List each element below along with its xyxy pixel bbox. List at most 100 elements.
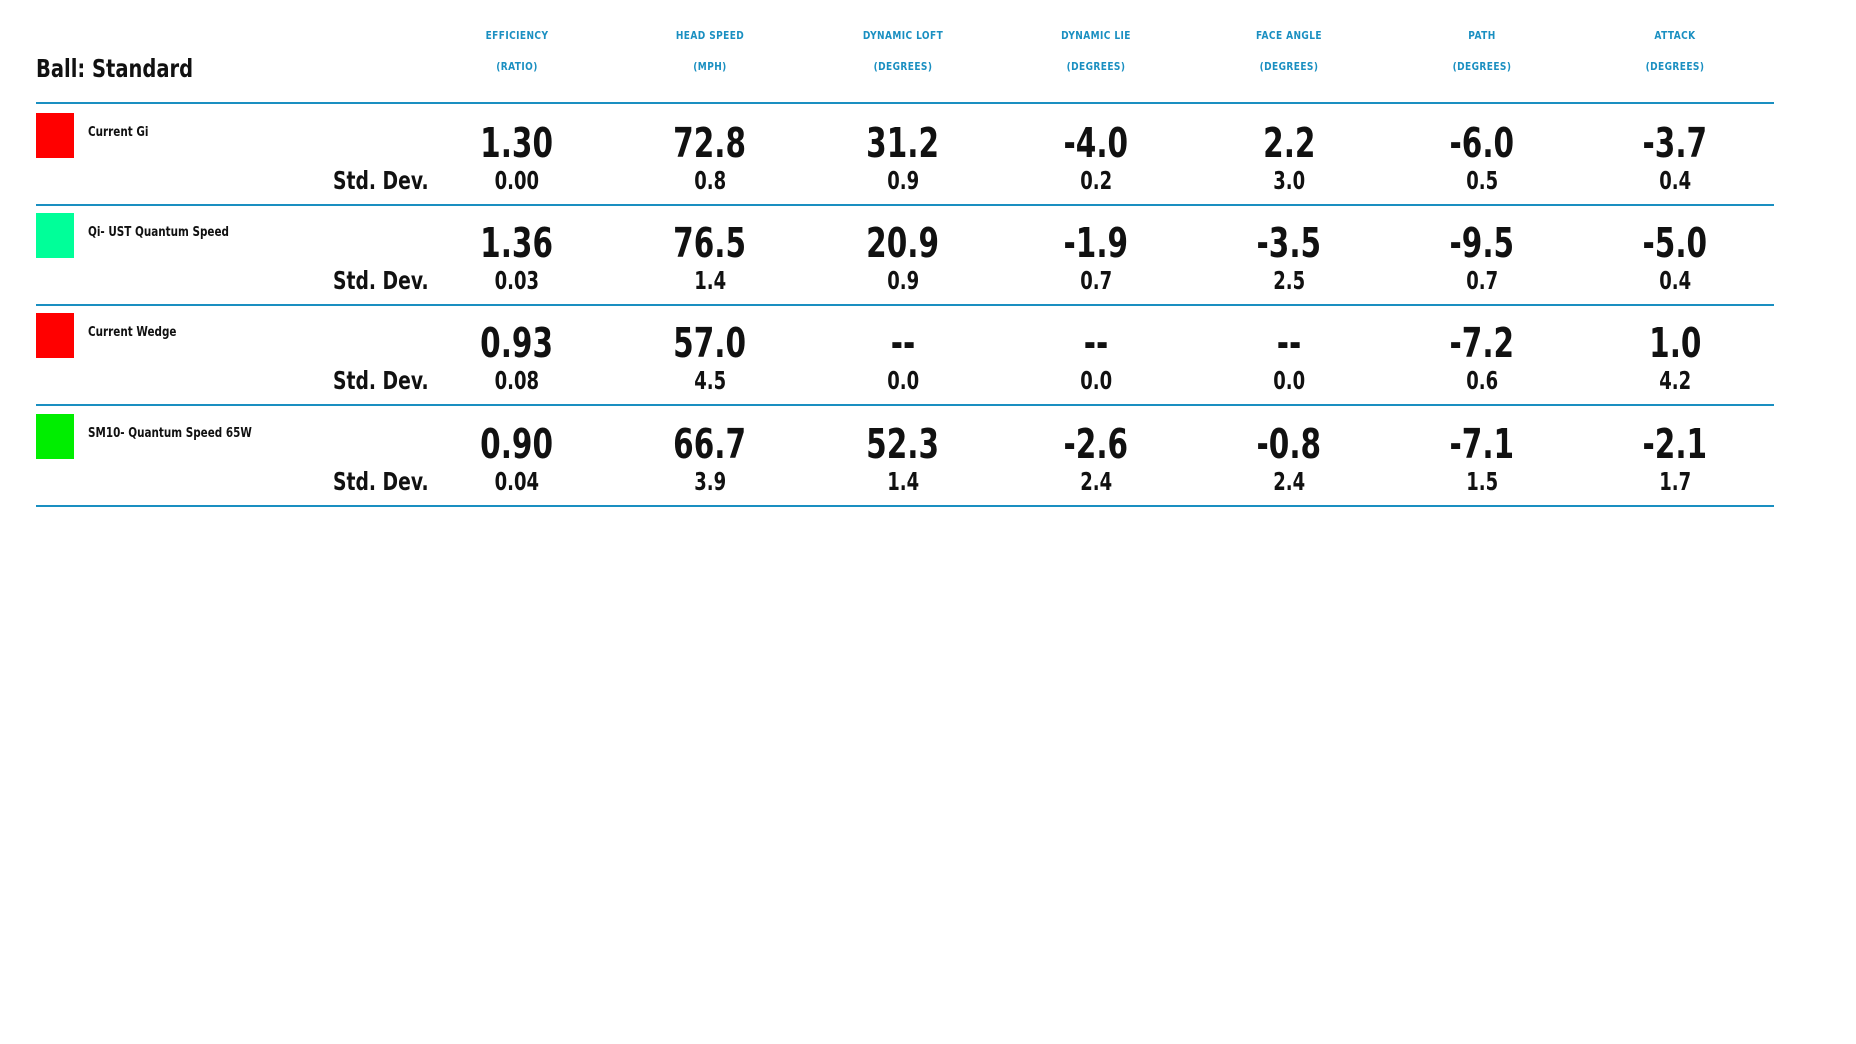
std-dev-value: 0.4 (1600, 266, 1750, 295)
column-header-unit: (DEGREES) (873, 60, 933, 73)
metric-value-text: 20.9 (866, 219, 940, 267)
metric-value-text: -2.6 (1063, 420, 1129, 468)
std-dev-value: 0.04 (442, 467, 592, 496)
metric-value: 76.5 (635, 219, 785, 267)
std-dev-value: 0.7 (1407, 266, 1557, 295)
column-header-unit: (MPH) (693, 60, 727, 73)
std-dev-value: 2.5 (1214, 266, 1364, 295)
metric-value: -3.7 (1600, 119, 1750, 167)
row-divider (36, 505, 1774, 507)
std-dev-value-text: 0.0 (1273, 366, 1305, 395)
std-dev-label: Std. Dev. (333, 366, 429, 395)
color-swatch (36, 113, 74, 158)
metric-value-text: 52.3 (866, 420, 940, 468)
metric-value-text: -- (1083, 319, 1109, 367)
metric-value-text: 57.0 (673, 319, 747, 367)
std-dev-value-text: 0.4 (1659, 266, 1691, 295)
metric-value: 0.90 (442, 420, 592, 468)
std-dev-value-text: 3.9 (694, 467, 726, 496)
metric-value-text: 2.2 (1262, 119, 1316, 167)
metric-value: 1.30 (442, 119, 592, 167)
metric-value: -7.2 (1407, 319, 1557, 367)
column-header: DYNAMIC LIE (DEGREES) (1021, 20, 1171, 82)
column-header-unit: (DEGREES) (1066, 60, 1126, 73)
std-dev-value: 0.0 (1021, 366, 1171, 395)
std-dev-label: Std. Dev. (333, 266, 429, 295)
metric-value-text: 1.30 (480, 119, 554, 167)
std-dev-value: 1.4 (828, 467, 978, 496)
std-dev-value-text: 0.7 (1080, 266, 1112, 295)
std-dev-value-text: 0.4 (1659, 166, 1691, 195)
metric-value-text: -4.0 (1063, 119, 1129, 167)
std-dev-value: 2.4 (1021, 467, 1171, 496)
metric-value-text: -- (1276, 319, 1302, 367)
metric-value: 1.36 (442, 219, 592, 267)
std-dev-value-text: 0.0 (887, 366, 919, 395)
row-divider (36, 304, 1774, 306)
row-name: Qi- UST Quantum Speed (88, 225, 229, 240)
metric-value-text: -3.5 (1256, 219, 1322, 267)
color-swatch (36, 213, 74, 258)
std-dev-value-text: 0.2 (1080, 166, 1112, 195)
row-name: Current Wedge (88, 325, 177, 340)
std-dev-value: 0.00 (442, 166, 592, 195)
column-header: DYNAMIC LOFT (DEGREES) (828, 20, 978, 82)
metric-value: -6.0 (1407, 119, 1557, 167)
metric-value-text: 1.0 (1648, 319, 1702, 367)
std-dev-value: 3.9 (635, 467, 785, 496)
metric-value-text: -- (890, 319, 916, 367)
std-dev-value-text: 2.4 (1273, 467, 1305, 496)
metric-value: 57.0 (635, 319, 785, 367)
std-dev-value: 1.4 (635, 266, 785, 295)
std-dev-value: 0.2 (1021, 166, 1171, 195)
std-dev-value: 0.0 (1214, 366, 1364, 395)
std-dev-value-text: 0.00 (494, 166, 540, 195)
std-dev-value: 0.9 (828, 266, 978, 295)
std-dev-value-text: 2.5 (1273, 266, 1305, 295)
metric-value-text: 0.90 (480, 420, 554, 468)
color-swatch (36, 414, 74, 459)
metric-value: -1.9 (1021, 219, 1171, 267)
metric-value: 1.0 (1600, 319, 1750, 367)
std-dev-value-text: 0.5 (1466, 166, 1498, 195)
column-header-name: EFFICIENCY (485, 29, 549, 42)
std-dev-value-text: 0.9 (887, 166, 919, 195)
metric-value-text: -3.7 (1642, 119, 1708, 167)
std-dev-value: 1.5 (1407, 467, 1557, 496)
metric-value: 52.3 (828, 420, 978, 468)
column-header-name: HEAD SPEED (675, 29, 745, 42)
std-dev-value-text: 1.4 (694, 266, 726, 295)
std-dev-value: 4.5 (635, 366, 785, 395)
std-dev-value: 0.9 (828, 166, 978, 195)
metric-value: -3.5 (1214, 219, 1364, 267)
std-dev-value-text: 3.0 (1273, 166, 1305, 195)
std-dev-value: 0.7 (1021, 266, 1171, 295)
column-header: EFFICIENCY (RATIO) (442, 20, 592, 82)
metric-value-text: 31.2 (866, 119, 940, 167)
std-dev-value-text: 0.08 (494, 366, 540, 395)
std-dev-value-text: 0.8 (694, 166, 726, 195)
std-dev-value: 3.0 (1214, 166, 1364, 195)
std-dev-value-text: 0.7 (1466, 266, 1498, 295)
column-header: PATH (DEGREES) (1407, 20, 1557, 82)
metric-value-text: 76.5 (673, 219, 747, 267)
std-dev-value-text: 0.0 (1080, 366, 1112, 395)
std-dev-value: 0.4 (1600, 166, 1750, 195)
std-dev-value: 1.7 (1600, 467, 1750, 496)
metric-value-text: -2.1 (1642, 420, 1708, 468)
std-dev-label: Std. Dev. (333, 166, 429, 195)
column-header-unit: (DEGREES) (1259, 60, 1319, 73)
column-header-name: DYNAMIC LOFT (862, 29, 944, 42)
header-divider (36, 102, 1774, 104)
metric-value: -- (1214, 319, 1364, 367)
metric-value: 0.93 (442, 319, 592, 367)
metric-value: 72.8 (635, 119, 785, 167)
std-dev-value-text: 1.7 (1659, 467, 1691, 496)
metric-value: 31.2 (828, 119, 978, 167)
std-dev-value-text: 0.9 (887, 266, 919, 295)
std-dev-value: 0.6 (1407, 366, 1557, 395)
metric-value: -9.5 (1407, 219, 1557, 267)
std-dev-value-text: 2.4 (1080, 467, 1112, 496)
metric-value: -5.0 (1600, 219, 1750, 267)
